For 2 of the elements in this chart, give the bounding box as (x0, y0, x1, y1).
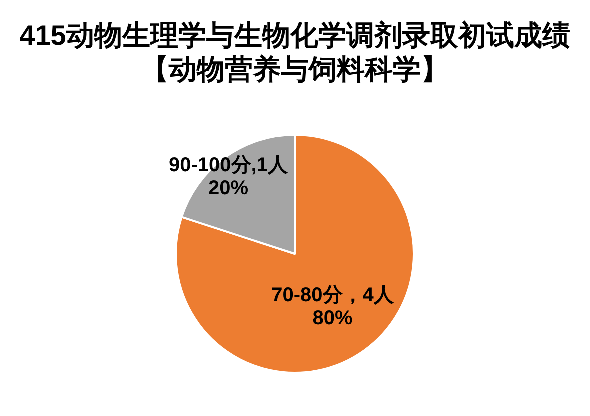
subtitle: 【动物营养与饲料科学】 (141, 54, 449, 85)
title: 415动物生理学与生物化学调剂录取初试成绩 (20, 20, 570, 51)
